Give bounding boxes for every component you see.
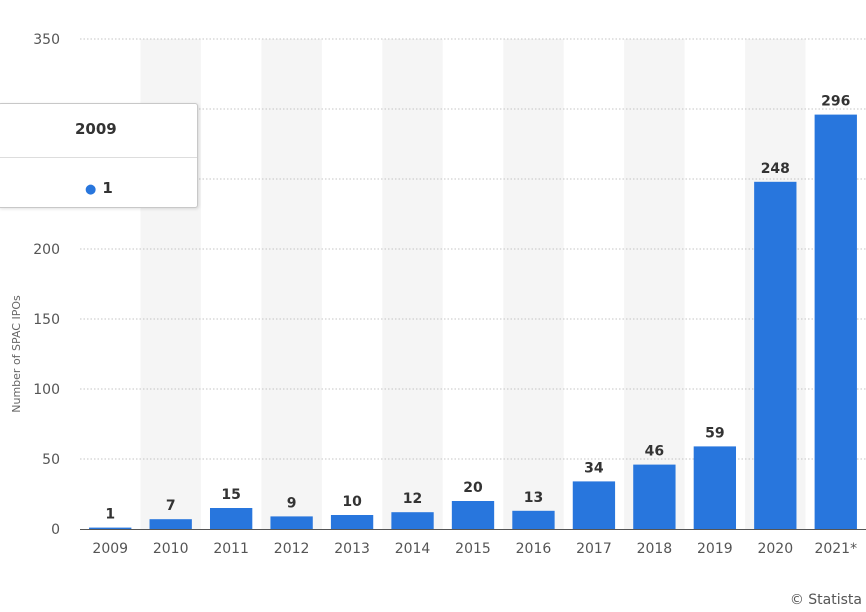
value-label: 10 (342, 494, 362, 510)
x-tick-label: 2014 (395, 541, 431, 557)
x-tick-label: 2017 (576, 541, 612, 557)
value-label: 9 (287, 495, 297, 511)
tooltip-row: ● 1 (85, 179, 113, 197)
value-label: 7 (166, 498, 176, 514)
value-label: 1 (105, 507, 115, 523)
bar-2012[interactable] (270, 516, 313, 529)
bar-2014[interactable] (391, 512, 434, 529)
value-label: 12 (403, 491, 422, 507)
value-label: 59 (705, 425, 724, 441)
value-label: 296 (821, 94, 850, 110)
bar-2018[interactable] (633, 464, 676, 529)
y-tick-label: 200 (33, 242, 60, 258)
gridlines (80, 38, 866, 460)
band-2016 (503, 39, 564, 529)
band-2014 (382, 39, 443, 529)
value-label: 15 (221, 487, 240, 503)
bar-2016[interactable] (512, 510, 555, 529)
band-2012 (261, 39, 322, 529)
bar-2021*[interactable] (814, 114, 857, 529)
x-tick-label: 2015 (455, 541, 491, 557)
bar-2020[interactable] (754, 181, 797, 530)
statista-credit[interactable]: © Statista (789, 592, 862, 608)
x-tick-label: 2016 (516, 541, 552, 557)
tooltip-divider (0, 157, 197, 158)
value-label: 46 (645, 444, 664, 460)
x-tick-label: 2011 (213, 541, 249, 557)
tooltip-value: 1 (102, 179, 113, 197)
tooltip-title: 2009 (75, 120, 117, 138)
x-tick-label: 2013 (334, 541, 370, 557)
value-label: 248 (761, 161, 790, 177)
value-label: 20 (463, 480, 483, 496)
bar-2019[interactable] (693, 446, 737, 529)
series-dot-icon: ● (85, 182, 97, 197)
bar-2009[interactable] (89, 527, 132, 529)
y-axis-title: Number of SPAC IPOs (10, 295, 23, 413)
y-tick-label: 50 (42, 452, 60, 468)
y-tick-label: 150 (33, 312, 60, 328)
y-tick-label: 350 (33, 32, 60, 48)
x-tick-label: 2012 (274, 541, 310, 557)
bars (89, 114, 857, 530)
x-tick-label: 2020 (757, 541, 793, 557)
tooltip: 2009 ● 1 (0, 103, 198, 208)
value-label: 34 (584, 460, 604, 476)
y-tick-label: 100 (33, 382, 60, 398)
y-tick-label: 0 (51, 522, 60, 538)
x-tick-label: 2010 (153, 541, 189, 557)
bar-2017[interactable] (572, 481, 616, 529)
x-tick-label: 2018 (637, 541, 673, 557)
bar-2013[interactable] (330, 515, 374, 529)
value-label: 13 (524, 490, 543, 506)
x-axis-ticks: 2009 2010 2011 2012 2013 2014 2015 2016 2017 2018… (92, 541, 857, 557)
band-2018 (624, 39, 685, 529)
bar-2010[interactable] (149, 519, 192, 529)
x-tick-label: 2019 (697, 541, 733, 557)
value-labels: 1 7 15 9 10 12 20 13 34 46 59 248 296 (105, 94, 850, 523)
x-tick-label: 2021* (814, 541, 857, 557)
bar-2015[interactable] (451, 501, 495, 529)
bar-2011[interactable] (209, 508, 253, 529)
x-tick-label: 2009 (92, 541, 128, 557)
